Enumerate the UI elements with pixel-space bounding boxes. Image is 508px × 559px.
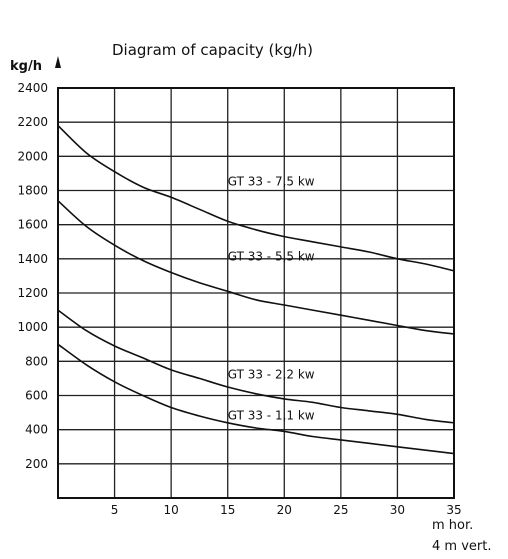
series-line-2 — [57, 200, 455, 335]
x-tick-label: 30 — [390, 503, 405, 517]
series-label-1: GT 33 - 7,5 kw — [228, 174, 315, 188]
chart-title: Diagram of capacity (kg/h) — [112, 41, 313, 59]
x-tick-label: 10 — [164, 503, 179, 517]
plot-frame — [57, 87, 455, 499]
x-tick-label: 20 — [277, 503, 292, 517]
y-tick-label: 1800 — [17, 184, 48, 198]
y-tick-label: 2400 — [17, 81, 48, 95]
y-tick-label: 2000 — [17, 149, 48, 163]
series-label-3: GT 33 - 2,2 kw — [228, 367, 315, 381]
y-tick-label: 400 — [25, 423, 48, 437]
series-line-3 — [57, 309, 455, 424]
y-tick-label: 600 — [25, 389, 48, 403]
x-axis-label-line-1: m hor. — [432, 518, 473, 533]
y-tick-label: 800 — [25, 354, 48, 368]
y-axis-arrow — [55, 56, 61, 68]
y-tick-label: 2200 — [17, 115, 48, 129]
y-tick-label: 1200 — [17, 286, 48, 300]
x-tick-label: 5 — [111, 503, 119, 517]
series-label-4: GT 33 - 1,1 kw — [228, 408, 315, 422]
y-axis-label: kg/h — [10, 59, 42, 74]
x-tick-label: 15 — [220, 503, 235, 517]
x-tick-label: 25 — [333, 503, 348, 517]
x-axis-label-line-2: 4 m vert. — [432, 539, 491, 554]
x-tick-label: 35 — [446, 503, 461, 517]
series-line-1 — [57, 125, 455, 272]
y-tick-label: 1400 — [17, 252, 48, 266]
y-tick-label: 200 — [25, 457, 48, 471]
y-tick-label: 1000 — [17, 320, 48, 334]
series-line-4 — [57, 343, 455, 455]
series-label-2: GT 33 - 5,5 kw — [228, 250, 315, 264]
y-tick-label: 1600 — [17, 218, 48, 232]
